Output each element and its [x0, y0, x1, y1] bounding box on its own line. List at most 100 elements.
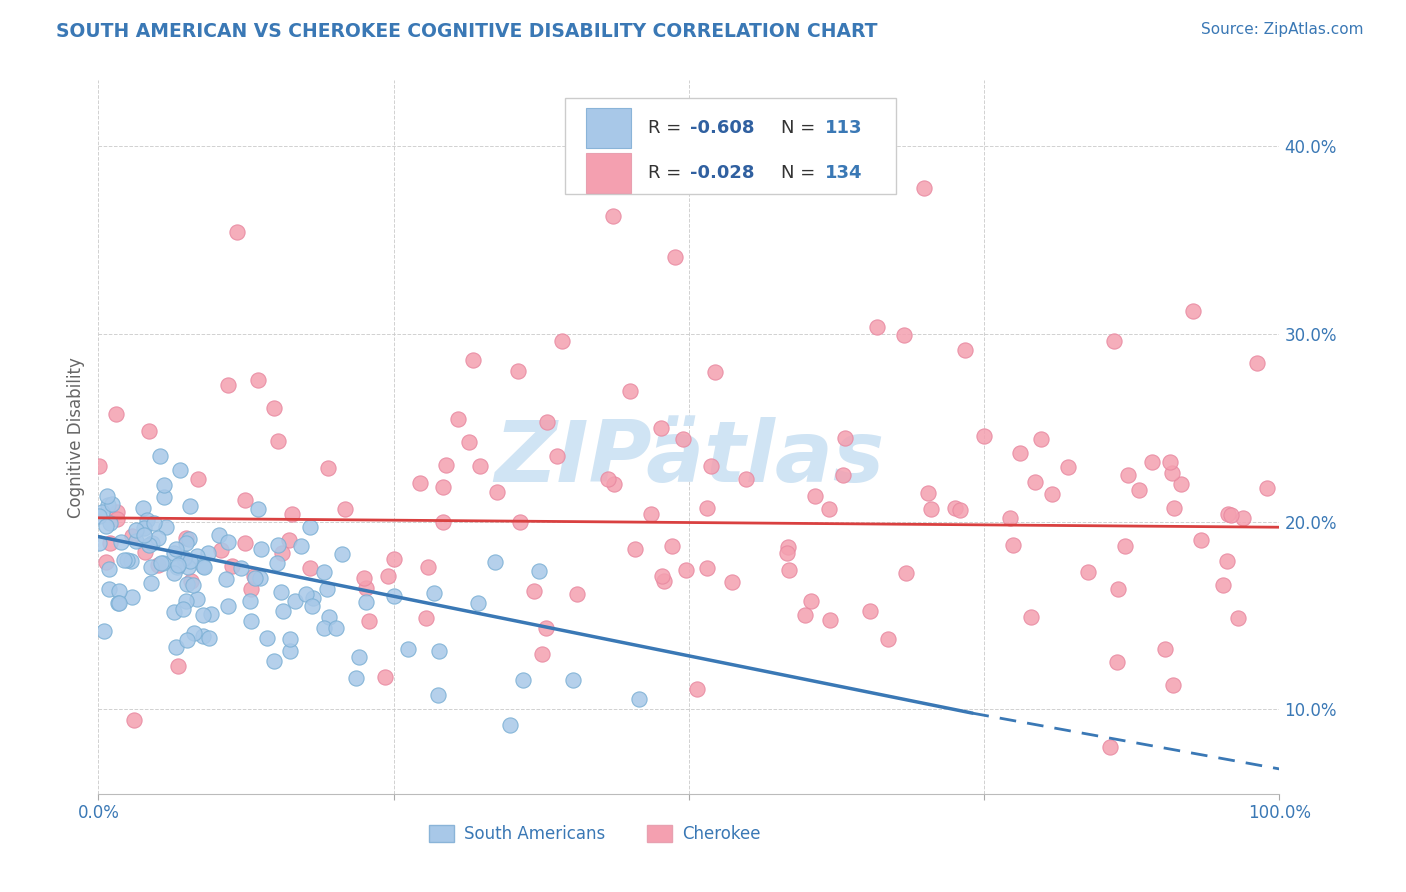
Point — [551, 334, 574, 349]
Point — [183, 625, 205, 640]
Point — [1216, 507, 1239, 521]
Point — [193, 629, 215, 643]
Point — [325, 621, 347, 635]
Point — [893, 328, 915, 343]
Point — [94, 555, 117, 569]
Point — [624, 541, 647, 556]
Point — [315, 582, 337, 596]
Point — [1040, 486, 1063, 500]
Point — [776, 540, 799, 554]
Point — [800, 594, 823, 608]
Point — [97, 562, 120, 576]
Point — [1056, 459, 1078, 474]
Point — [461, 352, 484, 367]
Point — [180, 574, 202, 588]
Point — [529, 564, 551, 578]
Point — [217, 534, 239, 549]
Point — [675, 563, 697, 577]
Point — [298, 561, 321, 575]
Point — [278, 533, 301, 547]
Point — [1232, 510, 1254, 524]
Point — [318, 610, 340, 624]
Bar — [586, 109, 631, 148]
Point — [664, 250, 686, 264]
Point — [209, 543, 232, 558]
Point — [172, 602, 194, 616]
Point — [1029, 433, 1052, 447]
Point — [177, 533, 200, 547]
Point — [229, 560, 252, 574]
Point — [173, 551, 195, 566]
Point — [1220, 508, 1243, 522]
Point — [834, 431, 856, 445]
Point — [243, 571, 266, 585]
Point — [105, 506, 128, 520]
Point — [1256, 481, 1278, 495]
Point — [661, 540, 683, 554]
Point — [567, 587, 589, 601]
Point — [359, 614, 381, 628]
Point — [1161, 678, 1184, 692]
Point — [98, 536, 121, 550]
Point — [652, 574, 675, 588]
Point — [263, 401, 285, 415]
Point — [152, 557, 174, 571]
Point — [278, 643, 301, 657]
Point — [225, 225, 247, 239]
Point — [217, 377, 239, 392]
Point — [256, 632, 278, 646]
Point — [193, 559, 215, 574]
Point — [174, 536, 197, 550]
Point — [93, 624, 115, 638]
Point — [877, 632, 900, 646]
Point — [267, 538, 290, 552]
Point — [281, 507, 304, 521]
Point — [87, 508, 110, 523]
Text: R =: R = — [648, 164, 686, 182]
Point — [468, 459, 491, 474]
Point — [349, 650, 371, 665]
Point — [98, 516, 121, 531]
Point — [920, 501, 942, 516]
Point — [179, 499, 201, 513]
Point — [165, 640, 187, 655]
Point — [434, 458, 457, 472]
Point — [596, 472, 619, 486]
Point — [409, 476, 432, 491]
Point — [1212, 578, 1234, 592]
Point — [458, 435, 481, 450]
Point — [793, 607, 815, 622]
Point — [120, 554, 142, 568]
Point — [396, 641, 419, 656]
Point — [163, 546, 186, 560]
Point — [1102, 334, 1125, 349]
Point — [1001, 538, 1024, 552]
Point — [249, 571, 271, 585]
Bar — [586, 153, 631, 193]
Point — [263, 654, 285, 668]
Point — [153, 477, 176, 491]
Point — [97, 498, 120, 512]
Point — [112, 553, 135, 567]
Point — [432, 515, 454, 529]
Point — [818, 613, 841, 627]
Point — [105, 512, 128, 526]
Point — [1128, 483, 1150, 498]
Point — [562, 673, 585, 687]
Point — [266, 556, 288, 570]
Point — [280, 632, 302, 646]
Point — [197, 545, 219, 559]
Point — [628, 692, 651, 706]
Point — [91, 505, 114, 519]
Point — [239, 594, 262, 608]
Point — [912, 181, 935, 195]
Text: ZIPätlas: ZIPätlas — [494, 417, 884, 500]
Point — [138, 425, 160, 439]
Point — [1024, 475, 1046, 489]
Y-axis label: Cognitive Disability: Cognitive Disability — [66, 357, 84, 517]
Point — [246, 502, 269, 516]
Point — [1077, 565, 1099, 579]
Point — [125, 523, 148, 537]
Point — [247, 373, 270, 387]
Point — [602, 209, 624, 223]
